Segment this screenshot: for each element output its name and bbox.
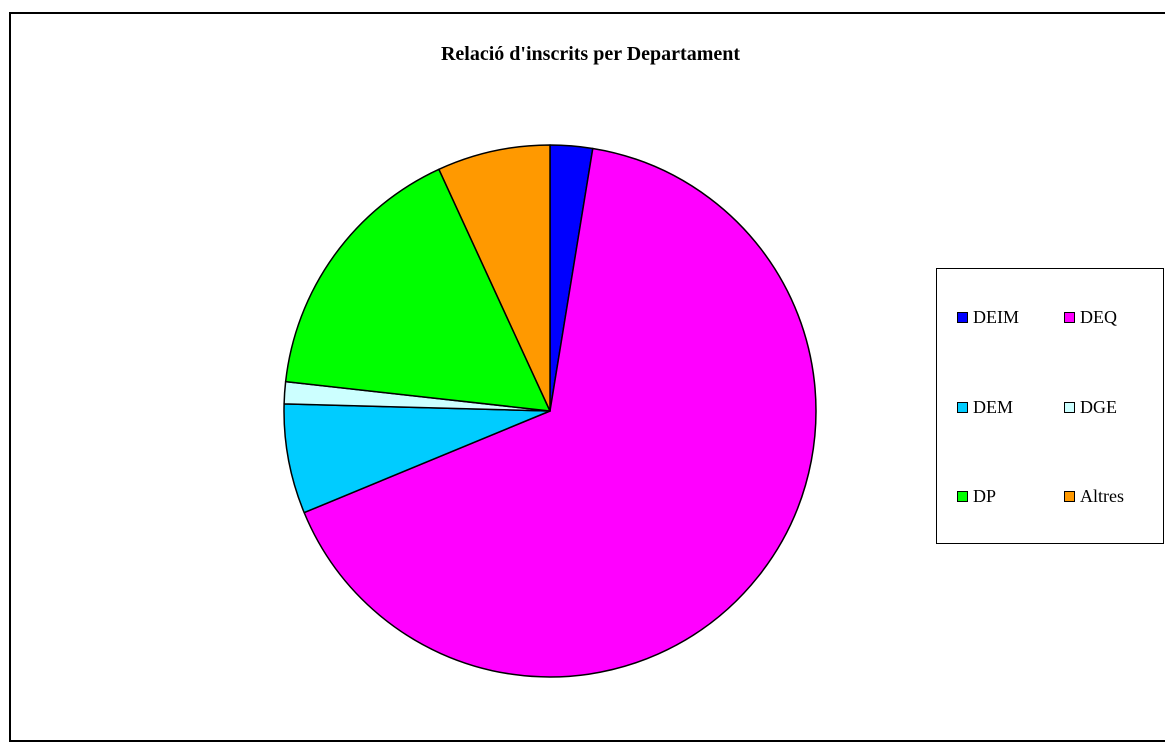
pie-slice-dem bbox=[283, 403, 551, 514]
legend-swatch-dge bbox=[1064, 402, 1075, 413]
legend-item-dem: DEM bbox=[957, 397, 1013, 418]
legend-item-altres: Altres bbox=[1064, 486, 1124, 507]
legend-item-dge: DGE bbox=[1064, 397, 1117, 418]
legend-swatch-deim bbox=[957, 312, 968, 323]
legend-label-deim: DEIM bbox=[973, 307, 1019, 327]
legend-label-dge: DGE bbox=[1080, 397, 1117, 417]
pie-slice-dp bbox=[284, 168, 551, 412]
legend: DEIM DEQ DEM DGE DP Altres bbox=[936, 268, 1164, 544]
legend-swatch-deq bbox=[1064, 312, 1075, 323]
legend-label-dem: DEM bbox=[973, 397, 1013, 417]
legend-item-dp: DP bbox=[957, 486, 996, 507]
legend-label-dp: DP bbox=[973, 486, 997, 506]
pie-slice-deq bbox=[303, 147, 817, 678]
legend-swatch-dp bbox=[957, 491, 968, 502]
legend-item-deq: DEQ bbox=[1064, 307, 1117, 328]
legend-swatch-altres bbox=[1064, 491, 1075, 502]
pie-slice-altres bbox=[438, 144, 551, 412]
legend-label-deq: DEQ bbox=[1080, 307, 1117, 327]
legend-label-altres: Altres bbox=[1080, 486, 1124, 506]
chart-title: Relació d'inscrits per Departament bbox=[440, 43, 741, 65]
legend-item-deim: DEIM bbox=[957, 307, 1019, 328]
legend-swatch-dem bbox=[957, 402, 968, 413]
